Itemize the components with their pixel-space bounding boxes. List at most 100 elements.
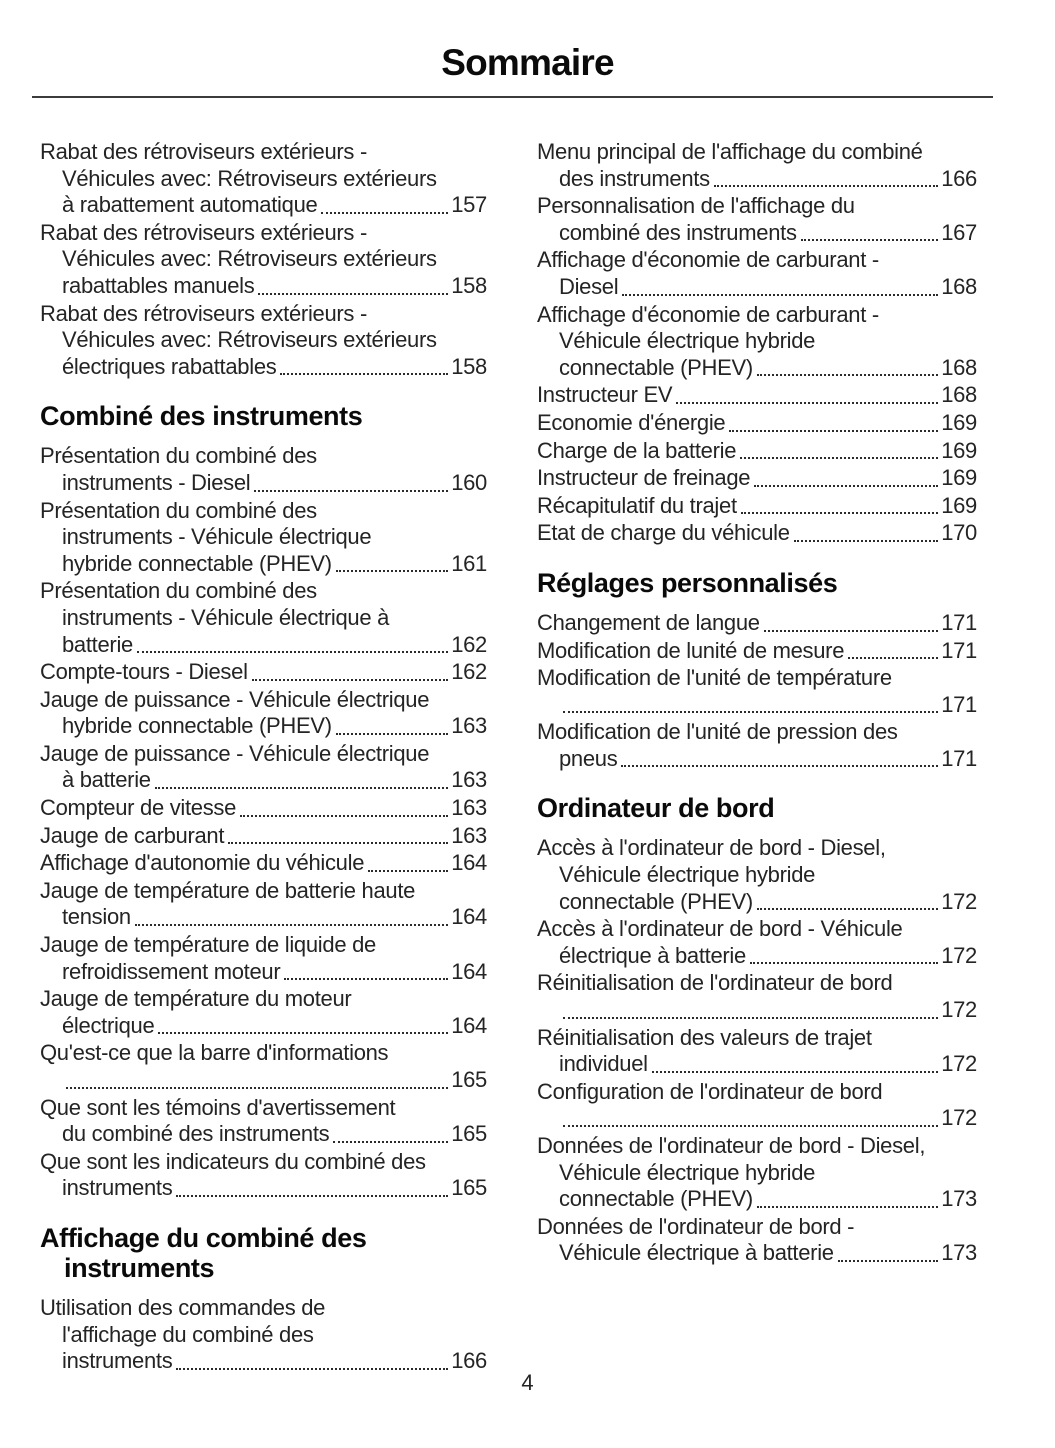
toc-entry-lastline: 172 [537,1105,977,1132]
toc-entry: Instructeur EV 168 [537,382,977,409]
dot-leader [563,711,939,714]
toc-entry: Compte-tours - Diesel 162 [40,659,487,686]
toc-entry: Modification de l'unité de température 17… [537,665,977,718]
toc-entry-text: Récapitulatif du trajet [537,492,737,518]
toc-page-ref: 165 [451,1121,487,1147]
toc-entry-lastline: à rabattement automatique 157 [40,192,487,219]
toc-entry: Changement de langue 171 [537,610,977,637]
toc-entry: Que sont les indicateurs du combiné des i… [40,1149,487,1202]
toc-entry-lastline: Compteur de vitesse 163 [40,795,487,822]
toc-entry: Données de l'ordinateur de bord - Diesel… [537,1133,977,1213]
dot-leader [622,293,939,296]
toc-entry: Rabat des rétroviseurs extérieurs - Véhic… [40,139,487,219]
toc-page-ref: 158 [451,272,487,298]
section-heading: Ordinateur de bord [537,793,775,824]
toc-page-ref: 171 [941,691,977,717]
toc-entry-lastline: Affichage d'autonomie du véhicule 164 [40,850,487,877]
toc-page-ref: 163 [451,822,487,848]
dot-leader [563,1125,939,1127]
dot-leader [176,1194,449,1197]
toc-entry-lastline: pneus 171 [537,746,977,773]
toc-entry: Affichage d'autonomie du véhicule 164 [40,850,487,877]
toc-entry-line: Menu principal de l'affichage du combiné [537,139,923,164]
toc-page-ref: 165 [451,1067,487,1092]
toc-entry: Récapitulatif du trajet 169 [537,493,977,520]
toc-column-left: Rabat des rétroviseurs extérieurs - Véhic… [40,139,487,1376]
dot-leader [651,1070,939,1073]
toc-entry: Présentation du combiné des instruments -… [40,498,487,578]
toc-entry-text: à rabattement automatique [62,192,318,218]
toc-entry-line: Affichage d'économie de carburant - [537,301,879,327]
toc-entry-lastline: instruments 165 [40,1175,487,1202]
toc-entry-lastline: 165 [40,1067,487,1094]
toc-entry-lastline: Etat de charge du véhicule 170 [537,520,977,547]
toc-page-ref: 168 [941,382,977,408]
dot-leader [837,1259,939,1262]
toc-entry-line: Jauge de température de batterie haute [40,877,416,903]
toc-entry-line: Véhicules avec: Rétroviseurs extérieurs [62,246,437,272]
toc-entry-text: à batterie [62,767,151,793]
toc-entry-lastline: Instructeur EV 168 [537,382,977,409]
toc-page-ref: 165 [451,1175,487,1201]
toc-entry: Modification de l'unité de pression des p… [537,719,977,772]
toc-entry-text: électriques rabattables [62,353,277,379]
toc-entry-line: Personnalisation de l'affichage du [537,193,855,219]
toc-page-ref: 169 [941,465,977,491]
dot-leader [368,869,449,872]
toc-entry-text: connectable (PHEV) [559,1186,753,1212]
dot-leader [621,765,939,768]
dot-leader [749,962,939,965]
toc-entry-line: Jauge de puissance - Véhicule électrique [40,686,430,712]
toc-entry: Jauge de température du moteur électrique… [40,986,487,1039]
toc-entry-text: refroidissement moteur [62,958,281,984]
toc-entry: Présentation du combiné des instruments -… [40,443,487,496]
toc-page-ref: 172 [941,1105,977,1131]
dot-leader [848,657,939,660]
toc-entry: Modification de lunité de mesure 171 [537,638,977,665]
toc-entry-text: des instruments [559,165,710,191]
toc-entry-text: hybride connectable (PHEV) [62,713,332,739]
page-number: 4 [521,1370,534,1395]
toc-page-ref: 171 [941,745,977,771]
toc-page-ref: 167 [941,219,977,245]
dot-leader [740,512,939,515]
toc-page-ref: 172 [941,997,977,1023]
toc-entry-line: Jauge de puissance - Véhicule électrique [40,740,430,766]
toc-page-ref: 164 [451,958,487,984]
toc-entry-text: Etat de charge du véhicule [537,520,790,546]
dot-leader [136,651,449,654]
toc-entry-text: individuel [559,1051,648,1077]
toc-entry-line: Présentation du combiné des [40,497,317,523]
toc-page-ref: 173 [941,1240,977,1266]
toc-entry-lastline: Economie d'énergie 169 [537,410,977,437]
toc-entry-line: Rabat des rétroviseurs extérieurs - [40,219,367,245]
toc-page-ref: 163 [451,795,487,821]
toc-entry-lastline: à batterie 163 [40,767,487,794]
toc-page-ref: 169 [941,492,977,518]
toc-entry-line: Présentation du combiné des [40,578,317,604]
toc-entry-lastline: hybride connectable (PHEV) 163 [40,713,487,740]
toc-entry-line: Véhicules avec: Rétroviseurs extérieurs [62,165,437,191]
toc-entry: Jauge de puissance - Véhicule électrique… [40,687,487,740]
toc-entry-line: l'affichage du combiné des [62,1321,314,1347]
toc-entry-lastline: hybride connectable (PHEV) 161 [40,551,487,578]
dot-leader [793,539,939,542]
toc-entry-lastline: 171 [537,692,977,719]
toc-entry-lastline: combiné des instruments 167 [537,220,977,247]
toc-entry-lastline: tension 164 [40,904,487,931]
section-heading: Réglages personnalisés [537,567,838,598]
toc-page-ref: 168 [941,273,977,299]
toc-entry: Jauge de carburant 163 [40,823,487,850]
dot-leader [335,570,449,573]
toc-page-ref: 164 [451,850,487,876]
toc-entry-line: Modification de l'unité de pression des [537,719,898,745]
dot-leader [158,1032,449,1035]
dot-leader [284,978,449,981]
toc-entry-line: Rabat des rétroviseurs extérieurs - [40,300,367,326]
toc-entry-text: Compte-tours - Diesel [40,659,248,685]
dot-leader [321,211,449,214]
toc-entry-lastline: Modification de lunité de mesure 171 [537,638,977,665]
toc-page-ref: 161 [451,550,487,576]
toc-page-ref: 172 [941,942,977,968]
toc-entry-text: Instructeur EV [537,382,673,408]
